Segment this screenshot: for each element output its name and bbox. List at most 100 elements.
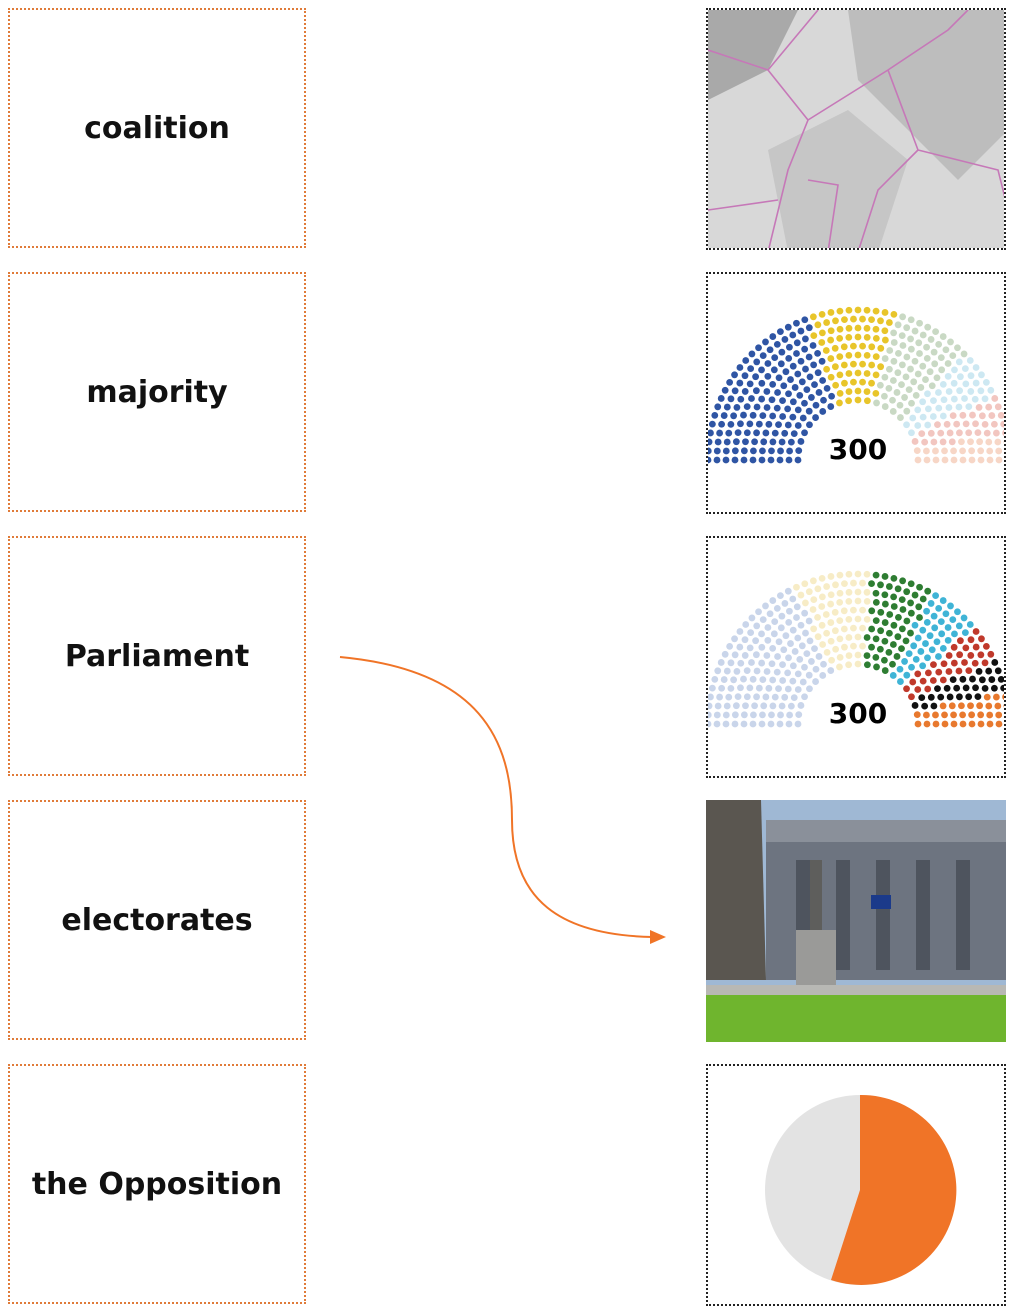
term-card[interactable]: majority xyxy=(8,272,306,512)
seat-dot xyxy=(794,603,801,610)
seat-dot xyxy=(718,685,725,692)
seat-dot xyxy=(961,659,968,666)
seat-dot xyxy=(742,636,749,643)
seat-dot xyxy=(742,438,749,445)
seat-dot xyxy=(965,667,972,674)
seat-dot xyxy=(708,439,712,446)
term-card[interactable]: Parliament xyxy=(8,536,306,776)
seat-dot xyxy=(1002,694,1006,701)
seat-dot xyxy=(810,577,817,584)
photo-image[interactable] xyxy=(706,800,1006,1042)
seat-dot xyxy=(742,372,749,379)
term-card[interactable]: the Opposition xyxy=(8,1064,306,1304)
seat-dot xyxy=(877,646,884,653)
seat-dot xyxy=(741,711,748,718)
seat-dot xyxy=(947,339,954,346)
seat-dot xyxy=(744,693,751,700)
seat-dot xyxy=(726,643,733,650)
seat-dot xyxy=(815,369,822,376)
seat-dot xyxy=(756,685,763,692)
seat-dot xyxy=(903,588,910,595)
seat-dot xyxy=(924,457,931,464)
seat-dot xyxy=(855,397,862,404)
seat-dot xyxy=(850,361,857,368)
pie-image[interactable] xyxy=(706,1064,1006,1306)
seat-dot xyxy=(956,651,963,658)
hemicycle: 300 xyxy=(708,538,1006,778)
seat-dot xyxy=(785,390,792,397)
seat-dot xyxy=(908,429,915,436)
seat-dot xyxy=(950,676,957,683)
seat-dot xyxy=(1004,712,1006,719)
seat-dot xyxy=(946,668,953,675)
seat-dot xyxy=(753,651,760,658)
seat-dot xyxy=(780,382,787,389)
seat-dot xyxy=(962,629,969,636)
seat-dot xyxy=(859,361,866,368)
seat-dot xyxy=(777,592,784,599)
hemicycle-image[interactable]: 300 xyxy=(706,536,1006,778)
seat-dot xyxy=(790,662,797,669)
seat-dot xyxy=(737,396,744,403)
seat-dot xyxy=(855,598,862,605)
term-card[interactable]: coalition xyxy=(8,8,306,248)
seat-dot xyxy=(801,400,808,407)
seat-dot xyxy=(886,319,893,326)
seat-dot xyxy=(754,668,761,675)
seat-dot xyxy=(897,402,904,409)
seat-dot xyxy=(740,676,747,683)
seat-dot xyxy=(779,661,786,668)
seat-dot xyxy=(721,676,728,683)
seat-dot xyxy=(810,313,817,320)
seat-dot xyxy=(895,350,902,357)
seat-dot xyxy=(944,421,951,428)
seat-dot xyxy=(935,605,942,612)
seat-dot xyxy=(864,598,871,605)
seat-dot xyxy=(986,448,993,455)
term-card[interactable]: electorates xyxy=(8,800,306,1040)
seat-dot xyxy=(846,388,853,395)
seat-dot xyxy=(795,447,802,454)
seat-dot xyxy=(808,658,815,665)
seat-dot xyxy=(778,624,785,631)
seat-dot xyxy=(740,412,747,419)
seat-dot xyxy=(731,371,738,378)
seat-dot xyxy=(845,616,852,623)
seat-dot xyxy=(732,651,739,658)
seat-dot xyxy=(792,384,799,391)
seat-dot xyxy=(903,354,910,361)
seat-dot xyxy=(942,457,949,464)
seat-dot xyxy=(715,703,722,710)
seat-dot xyxy=(977,711,984,718)
seat-dot xyxy=(786,608,793,615)
seat-dot xyxy=(813,666,820,673)
seat-dot xyxy=(749,615,756,622)
seat-dot xyxy=(931,613,938,620)
seat-dot xyxy=(890,593,897,600)
map-image[interactable] xyxy=(706,8,1006,250)
seat-dot xyxy=(779,413,786,420)
seat-dot xyxy=(819,575,826,582)
seat-dot xyxy=(769,396,776,403)
seat-dot xyxy=(929,382,936,389)
seat-dot xyxy=(850,343,857,350)
seat-dot xyxy=(1000,685,1006,692)
seat-dot xyxy=(855,352,862,359)
seat-dot xyxy=(947,694,954,701)
seat-dot xyxy=(794,635,801,642)
seat-dot xyxy=(828,573,835,580)
seat-dot xyxy=(799,642,806,649)
seat-dot xyxy=(841,607,848,614)
seat-dot xyxy=(827,601,834,608)
map xyxy=(708,10,1006,250)
seat-dot xyxy=(845,598,852,605)
seat-dot xyxy=(841,362,848,369)
seat-dot xyxy=(806,324,813,331)
seat-dot xyxy=(747,380,754,387)
seat-dot xyxy=(718,659,725,666)
seat-dot xyxy=(771,366,778,373)
hemicycle-image[interactable]: 300 xyxy=(706,272,1006,514)
seat-dot xyxy=(935,653,942,660)
seat-dot xyxy=(976,668,983,675)
seat-dot xyxy=(758,396,765,403)
